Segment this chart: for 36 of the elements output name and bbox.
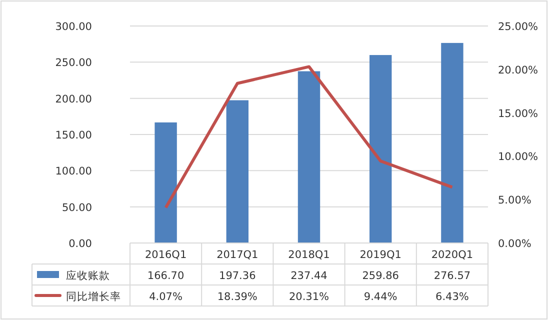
y2-tick-label: 15.00%: [498, 108, 538, 120]
line-series: [164, 65, 454, 210]
bar: [226, 100, 248, 243]
y-tick-label: 300.00: [55, 21, 92, 33]
data-label: 4.07%: [149, 291, 182, 303]
data-label: 6.43%: [436, 291, 469, 303]
legend-label: 同比增长率: [66, 290, 121, 303]
y-tick-label: 50.00: [62, 202, 92, 214]
data-label: 9.44%: [364, 291, 398, 303]
x-tick-label: 2018Q1: [288, 249, 330, 261]
bar: [298, 71, 320, 243]
bar: [154, 122, 177, 243]
x-tick-label: 2019Q1: [360, 249, 402, 261]
data-label: 237.44: [290, 270, 328, 282]
y2-tick-label: 10.00%: [498, 151, 538, 164]
x-tick-label: 2020Q1: [431, 249, 474, 261]
bar: [441, 42, 464, 243]
data-label: 20.31%: [288, 291, 330, 303]
y-tick-label: 0.00: [68, 238, 92, 250]
legend-label: 应收账款: [66, 269, 110, 282]
x-tick-label: 2016Q1: [144, 249, 187, 261]
bar: [370, 55, 392, 243]
data-label: 18.39%: [217, 291, 258, 303]
y2-tick-label: 20.00%: [498, 64, 538, 76]
data-label: 166.70: [147, 270, 184, 282]
data-label: 259.86: [362, 270, 400, 282]
y-tick-label: 200.00: [55, 93, 92, 106]
data-label: 276.57: [434, 270, 471, 282]
data-label: 197.36: [219, 270, 256, 282]
y-tick-label: 150.00: [55, 130, 92, 142]
y2-tick-label: 25.00%: [498, 21, 538, 33]
y-tick-label: 250.00: [55, 57, 92, 70]
x-tick-label: 2017Q1: [216, 249, 258, 261]
y2-tick-label: 5.00%: [498, 194, 532, 207]
y-tick-label: 100.00: [55, 166, 92, 178]
y2-tick-label: 0.00%: [498, 238, 532, 250]
